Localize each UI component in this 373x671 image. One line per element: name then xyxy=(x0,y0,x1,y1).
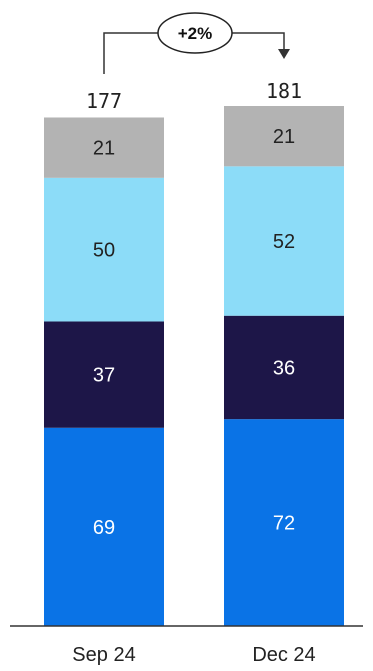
bar-segment-sep24-0 xyxy=(44,427,164,626)
total-label-dec24: 181 xyxy=(266,79,302,103)
bar-segment-dec24-1 xyxy=(224,315,344,420)
bars-layer xyxy=(44,106,344,626)
change-connector: +2% xyxy=(103,12,290,74)
bar-segment-sep24-2 xyxy=(44,177,164,322)
change-arrow-head xyxy=(278,49,290,59)
change-label: +2% xyxy=(178,24,213,43)
bar-segment-dec24-0 xyxy=(224,419,344,626)
value-label-sep24-0: 69 xyxy=(93,517,115,539)
category-label-dec24: Dec 24 xyxy=(252,644,315,666)
bar-segment-sep24-3 xyxy=(44,117,164,178)
bar-segment-dec24-3 xyxy=(224,106,344,167)
value-label-sep24-3: 21 xyxy=(93,138,115,160)
bar-segment-sep24-1 xyxy=(44,321,164,428)
value-label-sep24-2: 50 xyxy=(93,240,115,262)
total-label-sep24: 177 xyxy=(86,89,122,113)
labels-layer: 69 37 50 21 72 36 52 21 xyxy=(93,126,295,539)
value-label-dec24-3: 21 xyxy=(273,126,295,148)
bar-segment-dec24-2 xyxy=(224,166,344,316)
value-label-dec24-1: 36 xyxy=(273,357,295,379)
value-label-dec24-0: 72 xyxy=(273,513,295,535)
change-connector-line xyxy=(103,32,285,74)
category-label-sep24: Sep 24 xyxy=(72,644,135,666)
value-label-sep24-1: 37 xyxy=(93,365,115,387)
value-label-dec24-2: 52 xyxy=(273,231,295,253)
change-badge xyxy=(157,12,233,54)
